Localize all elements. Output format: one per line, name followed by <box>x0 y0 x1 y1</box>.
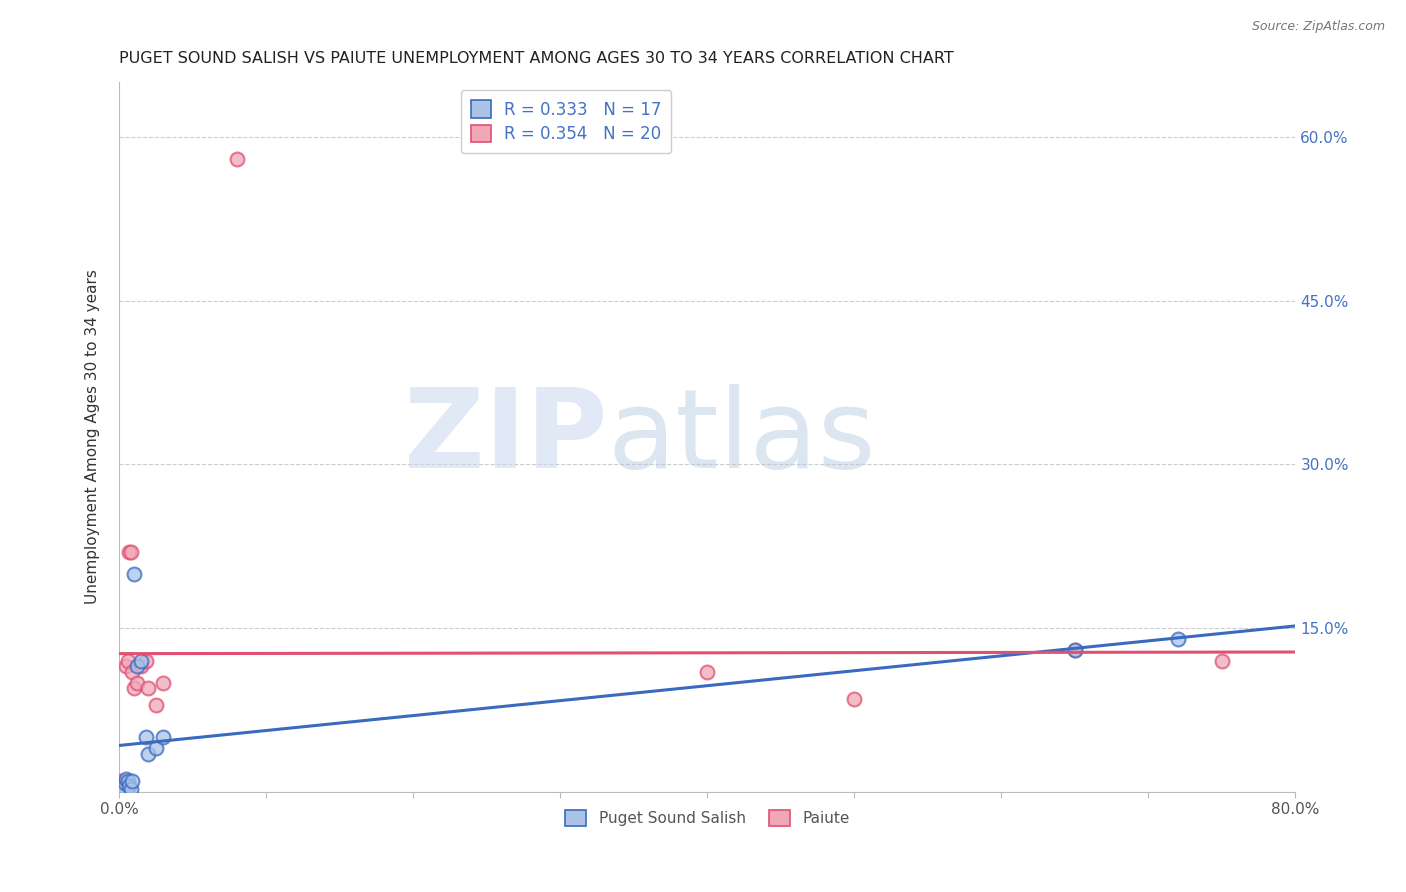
Point <box>1063 643 1085 657</box>
Point <box>111 780 134 794</box>
Point <box>118 780 141 794</box>
Point <box>125 659 148 673</box>
Point <box>225 152 247 166</box>
Point <box>115 659 138 673</box>
Point <box>129 659 152 673</box>
Point <box>112 782 135 797</box>
Point <box>1211 654 1233 668</box>
Point <box>138 681 160 696</box>
Text: ZIP: ZIP <box>404 384 607 491</box>
Point <box>152 731 174 745</box>
Point <box>134 654 156 668</box>
Point <box>122 566 145 581</box>
Point <box>115 772 138 786</box>
Point <box>1167 632 1189 646</box>
Text: Source: ZipAtlas.com: Source: ZipAtlas.com <box>1251 20 1385 33</box>
Point <box>696 665 718 679</box>
Point <box>138 747 160 761</box>
Point <box>114 776 136 790</box>
Point <box>120 545 142 559</box>
Point <box>125 675 148 690</box>
Point <box>145 698 167 712</box>
Point <box>117 654 139 668</box>
Point <box>120 781 142 796</box>
Point <box>134 731 156 745</box>
Text: PUGET SOUND SALISH VS PAIUTE UNEMPLOYMENT AMONG AGES 30 TO 34 YEARS CORRELATION : PUGET SOUND SALISH VS PAIUTE UNEMPLOYMEN… <box>120 51 953 66</box>
Point <box>122 681 145 696</box>
Point <box>110 774 132 789</box>
Point <box>112 776 135 790</box>
Point <box>844 692 866 706</box>
Point <box>118 545 141 559</box>
Point <box>121 774 143 789</box>
Point <box>1063 643 1085 657</box>
Point <box>114 780 136 794</box>
Y-axis label: Unemployment Among Ages 30 to 34 years: Unemployment Among Ages 30 to 34 years <box>86 269 100 605</box>
Point <box>117 774 139 789</box>
Point <box>152 675 174 690</box>
Point <box>129 654 152 668</box>
Text: atlas: atlas <box>607 384 876 491</box>
Point <box>121 665 143 679</box>
Legend: Puget Sound Salish, Paiute: Puget Sound Salish, Paiute <box>557 803 858 834</box>
Point <box>145 741 167 756</box>
